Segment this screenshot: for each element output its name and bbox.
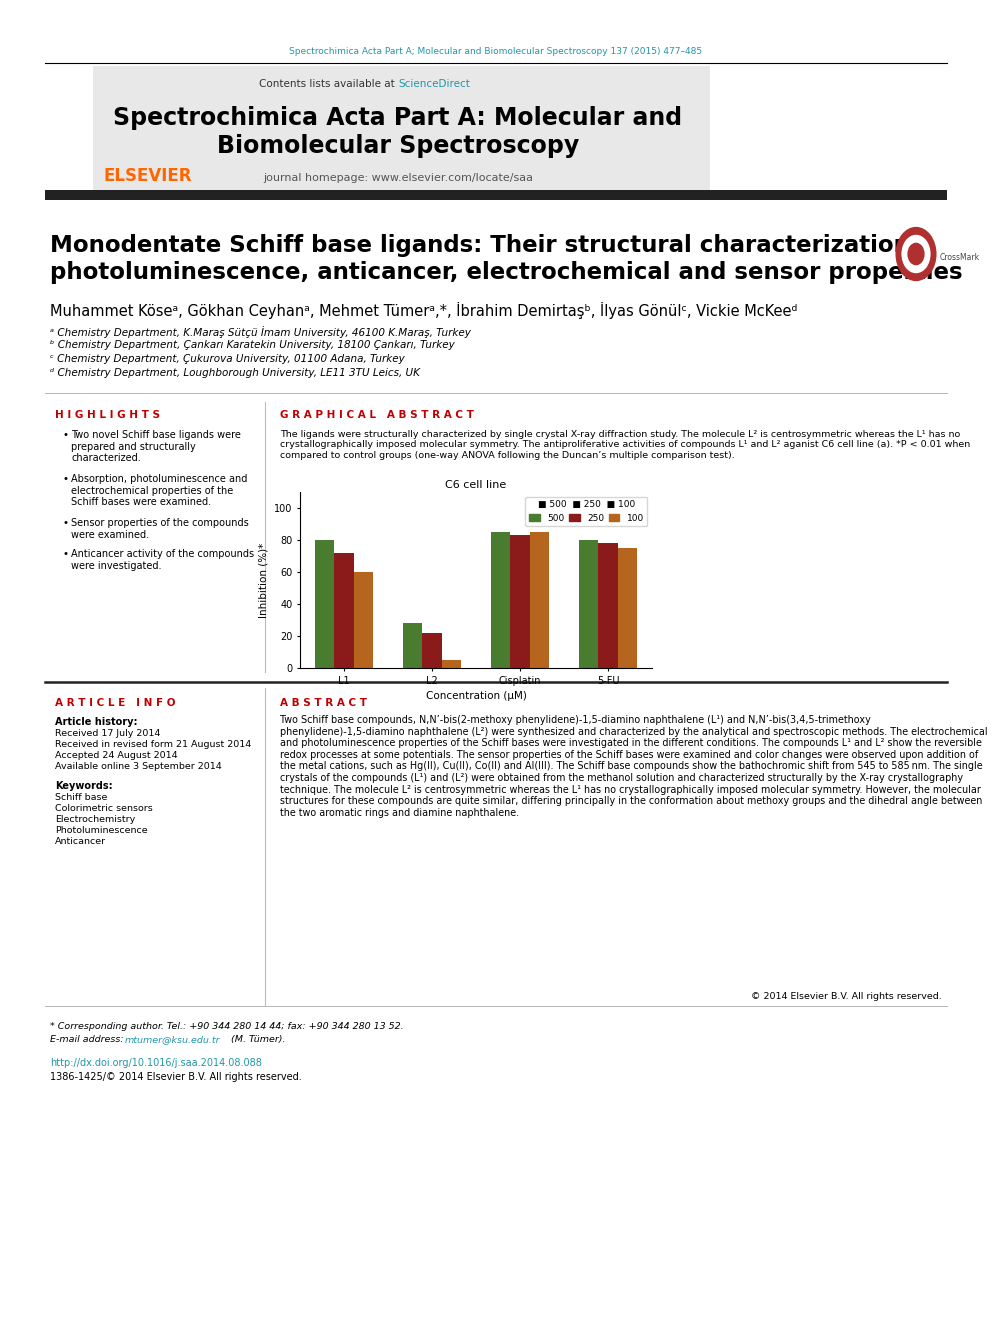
Text: Photoluminescence: Photoluminescence [55,826,148,835]
Text: © 2014 Elsevier B.V. All rights reserved.: © 2014 Elsevier B.V. All rights reserved… [751,992,942,1002]
Bar [491,532,510,668]
Text: ELSEVIER: ELSEVIER [104,167,192,185]
Text: •: • [62,549,68,560]
Bar [441,660,461,668]
Title: C6 cell line: C6 cell line [445,480,507,490]
X-axis label: Concentration (μM): Concentration (μM) [426,691,527,701]
Text: Available online 3 September 2014: Available online 3 September 2014 [55,762,222,771]
Text: 1386-1425/© 2014 Elsevier B.V. All rights reserved.: 1386-1425/© 2014 Elsevier B.V. All right… [50,1072,302,1082]
Text: E-mail address:: E-mail address: [50,1035,127,1044]
Text: http://dx.doi.org/10.1016/j.saa.2014.08.088: http://dx.doi.org/10.1016/j.saa.2014.08.… [50,1058,262,1068]
Text: Received 17 July 2014: Received 17 July 2014 [55,729,161,738]
Text: Spectrochimica Acta Part A; Molecular and Biomolecular Spectroscopy 137 (2015) 4: Spectrochimica Acta Part A; Molecular an… [290,48,702,57]
Text: Colorimetric sensors: Colorimetric sensors [55,804,153,814]
Circle shape [896,228,935,280]
Circle shape [902,235,930,273]
Legend: 500, 250, 100: 500, 250, 100 [526,496,648,527]
Circle shape [908,243,924,265]
Text: CrossMark: CrossMark [939,254,980,262]
Text: ᵈ Chemistry Department, Loughborough University, LE11 3TU Leics, UK: ᵈ Chemistry Department, Loughborough Uni… [50,368,420,378]
Bar [93,66,710,192]
Text: Electrochemistry: Electrochemistry [55,815,135,824]
Text: Spectrochimica Acta Part A: Molecular and
Biomolecular Spectroscopy: Spectrochimica Acta Part A: Molecular an… [113,106,682,157]
Text: Article history:: Article history: [55,717,138,728]
Text: •: • [62,430,68,441]
Text: Received in revised form 21 August 2014: Received in revised form 21 August 2014 [55,740,251,749]
Text: Anticancer activity of the compounds
were investigated.: Anticancer activity of the compounds wer… [71,549,254,570]
Text: Two Schiff base compounds, N,N’-bis(2-methoxy phenylidene)-1,5-diamino naphthale: Two Schiff base compounds, N,N’-bis(2-me… [280,714,988,818]
Text: ᵃ Chemistry Department, K.Maraş Sütçü İmam University, 46100 K.Maraş, Turkey: ᵃ Chemistry Department, K.Maraş Sütçü İm… [50,325,471,337]
Text: The ligands were structurally characterized by single crystal X-ray diffraction : The ligands were structurally characteri… [280,430,970,460]
Text: (M. Tümer).: (M. Tümer). [228,1035,286,1044]
Bar [354,572,373,668]
Text: Two novel Schiff base ligands were
prepared and structurally
characterized.: Two novel Schiff base ligands were prepa… [71,430,241,463]
Text: A B S T R A C T: A B S T R A C T [280,699,367,708]
Bar [403,623,423,668]
Text: Monodentate Schiff base ligands: Their structural characterization,
photolumines: Monodentate Schiff base ligands: Their s… [50,234,962,283]
Text: ScienceDirect: ScienceDirect [398,79,470,89]
Text: Sensor properties of the compounds
were examined.: Sensor properties of the compounds were … [71,519,249,540]
Bar [579,540,598,668]
Bar [510,536,530,668]
Bar [45,191,947,200]
Bar [334,553,354,668]
Bar [598,544,618,668]
Text: Contents lists available at: Contents lists available at [259,79,398,89]
Bar [423,632,441,668]
Text: Accepted 24 August 2014: Accepted 24 August 2014 [55,751,178,759]
Text: ᵇ Chemistry Department, Çankarı Karatekin University, 18100 Çankarı, Turkey: ᵇ Chemistry Department, Çankarı Karateki… [50,340,454,351]
Text: journal homepage: www.elsevier.com/locate/saa: journal homepage: www.elsevier.com/locat… [263,173,533,183]
Bar [530,532,549,668]
Bar [314,540,334,668]
Text: Muhammet Köseᵃ, Gökhan Ceyhanᵃ, Mehmet Tümerᵃ,*, İbrahim Demirtaşᵇ, İlyas Gönülᶜ: Muhammet Köseᵃ, Gökhan Ceyhanᵃ, Mehmet T… [50,302,798,319]
Text: Schiff base: Schiff base [55,792,107,802]
Text: Keywords:: Keywords: [55,781,113,791]
Text: mtumer@ksu.edu.tr: mtumer@ksu.edu.tr [125,1035,220,1044]
Text: Anticancer: Anticancer [55,837,106,845]
Text: G R A P H I C A L   A B S T R A C T: G R A P H I C A L A B S T R A C T [280,410,474,419]
Text: •: • [62,519,68,528]
Text: Absorption, photoluminescence and
electrochemical properties of the
Schiff bases: Absorption, photoluminescence and electr… [71,474,247,507]
Text: ᶜ Chemistry Department, Çukurova University, 01100 Adana, Turkey: ᶜ Chemistry Department, Çukurova Univers… [50,355,405,364]
Bar [618,548,637,668]
Y-axis label: Inhibition (%)*: Inhibition (%)* [259,542,269,618]
Text: •: • [62,474,68,484]
Text: A R T I C L E   I N F O: A R T I C L E I N F O [55,699,176,708]
Text: H I G H L I G H T S: H I G H L I G H T S [55,410,160,419]
Text: * Corresponding author. Tel.: +90 344 280 14 44; fax: +90 344 280 13 52.: * Corresponding author. Tel.: +90 344 28… [50,1021,404,1031]
